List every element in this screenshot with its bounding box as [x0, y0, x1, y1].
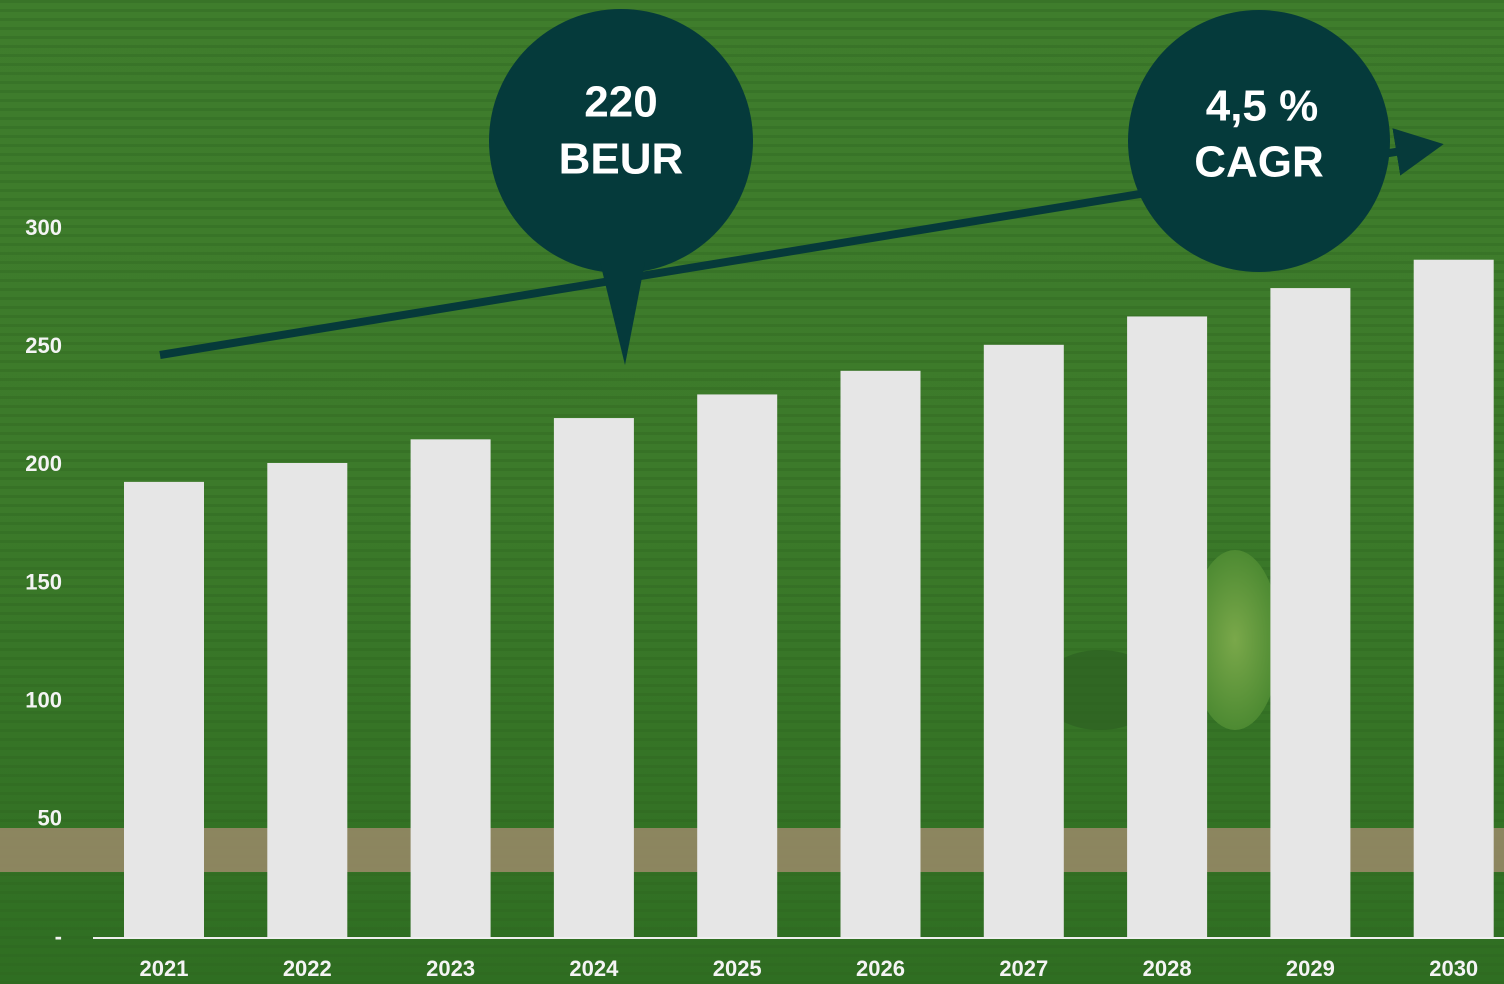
y-tick-label: 250 [25, 333, 62, 358]
x-tick-label: 2026 [856, 956, 905, 981]
annotation-text: BEUR [559, 135, 684, 184]
callout-pointer [600, 262, 645, 365]
bar [267, 462, 348, 938]
x-tick-label: 2029 [1286, 956, 1335, 981]
bar [410, 439, 491, 938]
callout-bubble [489, 9, 753, 273]
y-tick-label: - [55, 924, 62, 949]
y-tick-label: 150 [25, 569, 62, 594]
bar [124, 481, 204, 938]
bar [1270, 288, 1351, 938]
annotation-text: CAGR [1194, 138, 1324, 187]
x-tick-label: 2027 [999, 956, 1048, 981]
y-tick-label: 50 [38, 806, 62, 831]
callout-1: 220 BEUR [489, 9, 753, 365]
annotation-text: 4,5 % [1206, 82, 1319, 131]
bar [1127, 316, 1208, 938]
annotation-text: 220 [584, 78, 657, 127]
bar [1413, 259, 1494, 938]
callout-2: 4,5 % CAGR [1128, 10, 1390, 272]
y-tick-label: 300 [25, 215, 62, 240]
x-tick-label: 2023 [426, 956, 475, 981]
x-tick-label: 2028 [1143, 956, 1192, 981]
plot: - 50 100 150 200 250 300 2021 2022 2023 2024 2025 20… [25, 215, 1504, 981]
y-tick-label: 100 [25, 687, 62, 712]
callout-bubble [1128, 10, 1390, 272]
tree [1190, 550, 1280, 730]
x-tick-label: 2024 [569, 956, 619, 981]
x-tick-label: 2021 [140, 956, 189, 981]
x-tick-label: 2022 [283, 956, 332, 981]
bar [697, 394, 778, 938]
x-tick-label: 2030 [1429, 956, 1478, 981]
bar [983, 344, 1064, 938]
bar [840, 370, 921, 938]
x-tick-label: 2025 [713, 956, 762, 981]
bar [553, 418, 634, 939]
y-tick-label: 200 [25, 451, 62, 476]
